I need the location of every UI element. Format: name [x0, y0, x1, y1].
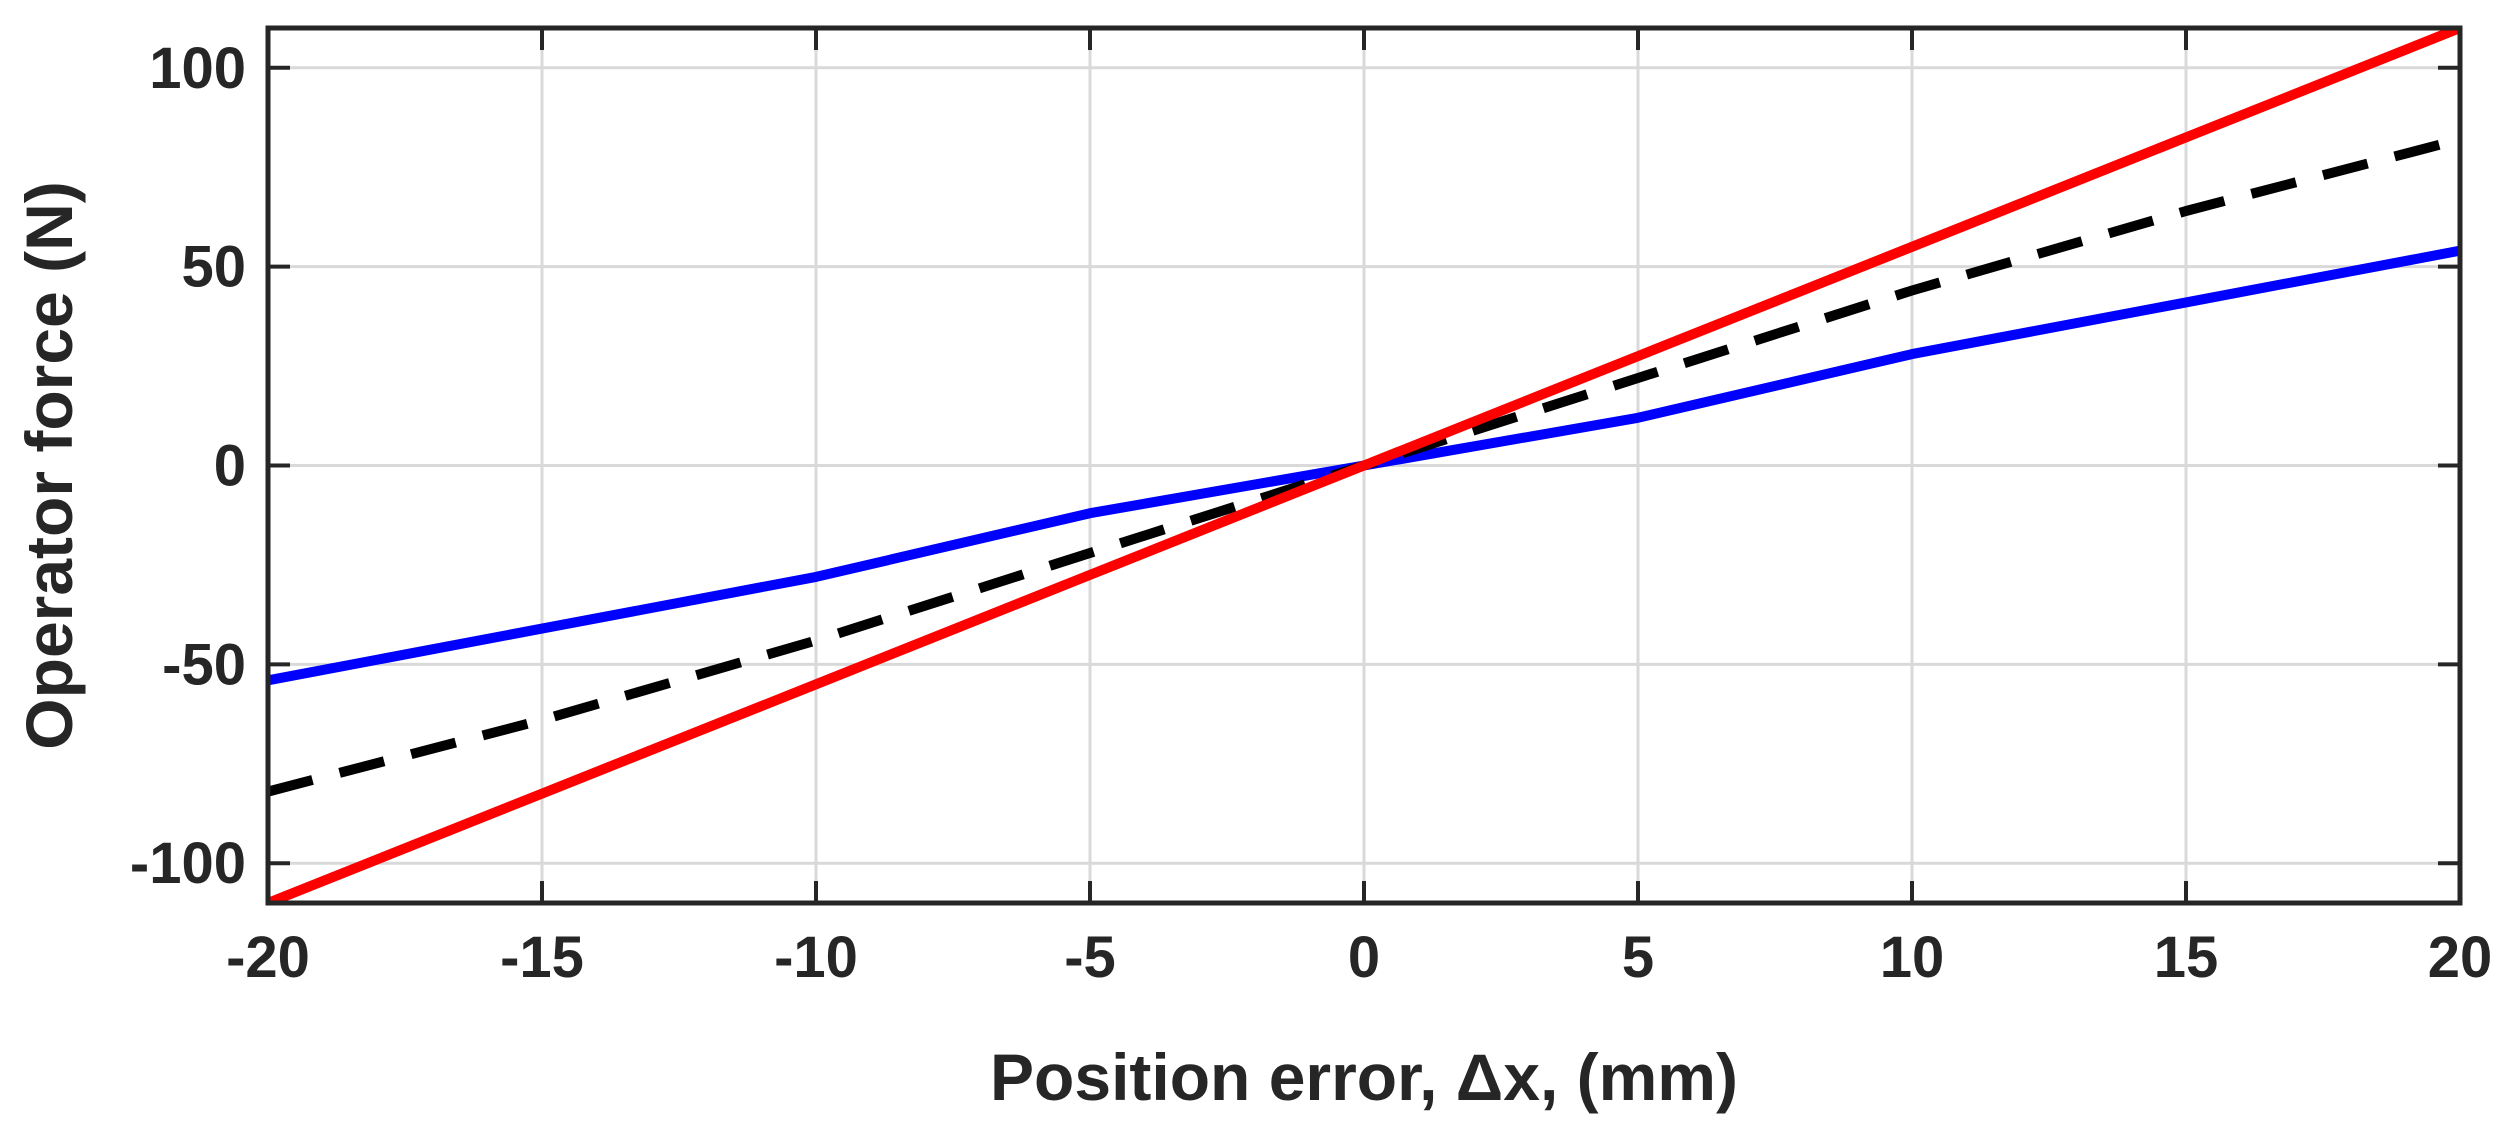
x-tick-label: 0: [1348, 925, 1380, 990]
y-axis-label: Operator force (N): [12, 181, 86, 749]
y-tick-label: 0: [214, 434, 246, 499]
label-layer: Position error, Δx, (mm) Operator force …: [12, 181, 1738, 1114]
x-tick-label: 15: [2154, 925, 2219, 990]
x-tick-label: 10: [1880, 925, 1945, 990]
x-tick-label: -20: [226, 925, 310, 990]
x-tick-label: -5: [1064, 925, 1116, 990]
x-tick-label: 5: [1622, 925, 1654, 990]
x-tick-label: 20: [2428, 925, 2493, 990]
x-tick-label: -15: [500, 925, 584, 990]
series-layer: [268, 28, 2460, 903]
grid-layer: [266, 28, 2462, 903]
x-tick-label: -10: [774, 925, 858, 990]
x-axis-label: Position error, Δx, (mm): [990, 1040, 1738, 1114]
y-tick-label: -50: [162, 632, 246, 697]
y-tick-label: 100: [149, 36, 246, 101]
series-line-0: [268, 28, 2460, 903]
y-tick-label: 50: [181, 235, 246, 300]
y-tick-label: -100: [130, 831, 246, 896]
